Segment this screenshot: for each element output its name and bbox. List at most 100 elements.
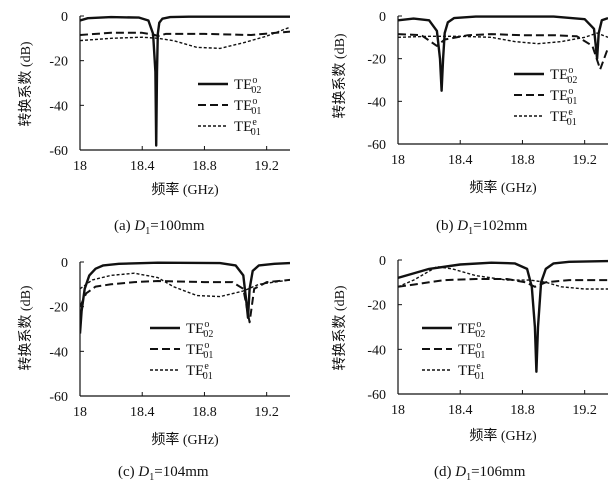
legend-superscript: o — [252, 96, 257, 107]
legend-entry: TEo 02 — [186, 319, 213, 340]
legend-subscript: 02 — [475, 329, 485, 340]
chart-panel-b: 0 -20 -40 -60 18 18.4 18.8 19.2 转换系数 (dB) 频率 (GHz… — [304, 0, 608, 244]
x-tick-label: 18 — [391, 403, 405, 418]
series-line-TE02o — [80, 261, 290, 334]
legend-entry: TEe 01 — [550, 107, 577, 128]
y-axis-title: 转换系数 (dB) — [331, 285, 348, 370]
y-tick-label: 0 — [379, 10, 386, 25]
y-tick-label: -20 — [367, 299, 386, 314]
chart-panel-c: 0 -20 -40 -60 18 18.4 18.8 19.2 转换系数 (dB) 频率 (GHz… — [0, 244, 304, 488]
series-line-TE01o — [80, 30, 290, 38]
x-tick-label: 18 — [73, 159, 87, 174]
x-tick-label: 18.4 — [448, 403, 473, 418]
legend-superscript: o — [204, 319, 209, 330]
x-tick-label: 19.2 — [254, 159, 279, 174]
y-tick-label: -60 — [49, 390, 68, 405]
legend-subscript: 01 — [203, 350, 213, 361]
legend-subscript: 02 — [567, 75, 577, 86]
legend-subscript: 01 — [475, 371, 485, 382]
y-axis-title: 转换系数 (dB) — [17, 285, 34, 370]
legend-entry: TEe 01 — [234, 117, 261, 138]
y-tick-label: 0 — [379, 254, 386, 269]
y-tick-label: -20 — [49, 301, 68, 316]
chart-svg-a: 0 -20 -40 -60 18 18.4 18.8 19.2 转换系数 (dB) 频率 (GHz… — [17, 10, 290, 198]
x-tick-label: 18.8 — [510, 403, 535, 418]
chart-caption-b: (b) D1=102mm — [436, 218, 528, 237]
y-tick-label: -20 — [49, 55, 68, 70]
x-tick-label: 18.4 — [130, 405, 155, 420]
chart-svg-c: 0 -20 -40 -60 18 18.4 18.8 19.2 转换系数 (dB) 频率 (GHz… — [17, 256, 290, 448]
y-axis-title: 转换系数 (dB) — [331, 33, 348, 118]
legend-superscript: e — [568, 107, 573, 118]
x-tick-label: 19.2 — [254, 405, 279, 420]
legend-subscript: 02 — [203, 329, 213, 340]
x-tick-label: 18.4 — [130, 159, 155, 174]
x-axis-title: 频率 (GHz) — [151, 431, 219, 448]
legend-subscript: 01 — [251, 127, 261, 138]
series-line-TE02o — [80, 15, 290, 147]
legend-superscript: e — [252, 117, 257, 128]
series-line-TE02o — [398, 15, 608, 92]
y-tick-label: -60 — [367, 138, 386, 153]
y-tick-label: -60 — [49, 144, 68, 159]
legend-entry: TEo 01 — [186, 340, 213, 361]
y-tick-label: 0 — [61, 10, 68, 25]
legend-subscript: 01 — [567, 96, 577, 107]
legend-superscript: o — [204, 340, 209, 351]
x-tick-label: 19.2 — [572, 153, 597, 168]
x-axis-title: 频率 (GHz) — [151, 181, 219, 198]
chart-panel-a: 0 -20 -40 -60 18 18.4 18.8 19.2 转换系数 (dB) 频率 (GHz… — [0, 0, 304, 244]
x-tick-label: 18 — [73, 405, 87, 420]
legend-superscript: o — [568, 86, 573, 97]
series-line-TE01o — [80, 278, 290, 324]
y-tick-label: -40 — [367, 343, 386, 358]
series-line-TE02o — [398, 259, 608, 373]
y-tick-label: -40 — [49, 99, 68, 114]
chart-caption-a: (a) D1=100mm — [114, 218, 205, 237]
legend-subscript: 01 — [475, 350, 485, 361]
series-line-TE01e — [80, 272, 290, 298]
legend-superscript: o — [252, 75, 257, 86]
x-tick-label: 19.2 — [572, 403, 597, 418]
legend-subscript: 01 — [567, 117, 577, 128]
legend-entry: TEe 01 — [458, 361, 485, 382]
y-tick-label: -40 — [367, 95, 386, 110]
legend-entry: TEe 01 — [186, 361, 213, 382]
y-tick-label: -20 — [367, 53, 386, 68]
legend-entry: TEo 01 — [234, 96, 261, 117]
x-tick-label: 18.8 — [192, 159, 217, 174]
y-tick-label: -60 — [367, 388, 386, 403]
chart-panel-d: 0 -20 -40 -60 18 18.4 18.8 19.2 转换系数 (dB) 频率 (GHz… — [304, 244, 608, 488]
legend-subscript: 02 — [251, 85, 261, 96]
chart-caption-c: (c) D1=104mm — [118, 464, 209, 483]
legend-subscript: 01 — [251, 106, 261, 117]
legend-superscript: e — [476, 361, 481, 372]
x-tick-label: 18.8 — [510, 153, 535, 168]
legend-superscript: o — [568, 65, 573, 76]
x-tick-label: 18.8 — [192, 405, 217, 420]
legend-superscript: o — [476, 319, 481, 330]
y-tick-label: -40 — [49, 345, 68, 360]
chart-svg-b: 0 -20 -40 -60 18 18.4 18.8 19.2 转换系数 (dB) 频率 (GHz… — [331, 10, 608, 196]
legend-entry: TEo 02 — [234, 75, 261, 96]
series-line-TE01e — [80, 26, 290, 50]
legend-entry: TEo 02 — [458, 319, 485, 340]
series-line-TE01e — [398, 266, 608, 290]
x-tick-label: 18.4 — [448, 153, 473, 168]
legend-subscript: 01 — [203, 371, 213, 382]
series-line-TE01e — [398, 32, 608, 45]
x-axis-title: 频率 (GHz) — [469, 427, 537, 444]
chart-caption-d: (d) D1=106mm — [434, 464, 526, 483]
x-axis-title: 频率 (GHz) — [469, 179, 537, 196]
legend-entry: TEo 02 — [550, 65, 577, 86]
series-line-TE01o — [398, 278, 608, 288]
y-tick-label: 0 — [61, 256, 68, 271]
series-line-TE01o — [398, 33, 608, 71]
legend-entry: TEo 01 — [550, 86, 577, 107]
chart-svg-d: 0 -20 -40 -60 18 18.4 18.8 19.2 转换系数 (dB) 频率 (GHz… — [331, 254, 608, 444]
legend-entry: TEo 01 — [458, 340, 485, 361]
legend-superscript: e — [204, 361, 209, 372]
x-tick-label: 18 — [391, 153, 405, 168]
y-axis-title: 转换系数 (dB) — [17, 41, 34, 126]
legend-superscript: o — [476, 340, 481, 351]
